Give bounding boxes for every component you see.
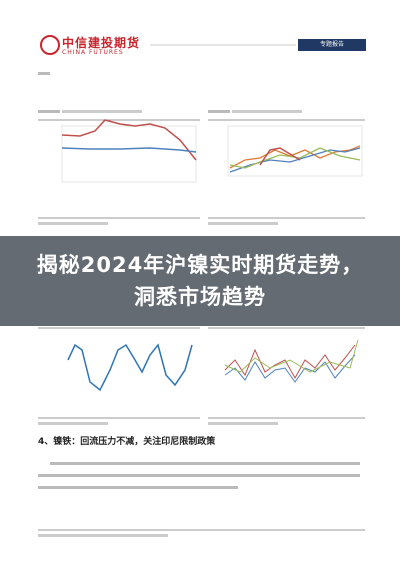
title-line: 洞悉市场趋势 bbox=[134, 285, 266, 309]
title-line: 揭秘2024年沪镍实时期货走势， bbox=[36, 253, 364, 277]
figure bbox=[38, 110, 200, 225]
footer-text bbox=[38, 534, 168, 537]
report-tag: 专题报告 bbox=[298, 39, 366, 51]
title-overlay: 揭秘2024年沪镍实时期货走势， 洞悉市场趋势 bbox=[0, 236, 400, 326]
figure bbox=[208, 110, 365, 225]
logo-text: 中信建投期货 bbox=[62, 36, 141, 50]
logo-subtext: CHINA FUTURES bbox=[62, 49, 124, 56]
body-text bbox=[38, 462, 360, 489]
logo-mark bbox=[40, 35, 60, 55]
figure bbox=[208, 327, 365, 425]
text-stub bbox=[38, 72, 50, 75]
figure bbox=[38, 327, 200, 425]
section-heading: 4、镍铁：回流压力不减，关注印尼限制政策 bbox=[38, 437, 216, 447]
